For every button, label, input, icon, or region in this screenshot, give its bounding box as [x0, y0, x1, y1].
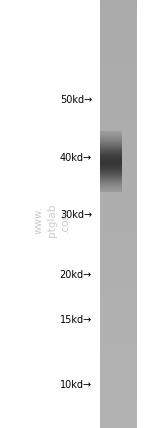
Text: 20kd→: 20kd→ — [60, 270, 92, 280]
Text: www.
ptglab
.com: www. ptglab .com — [34, 203, 70, 237]
Text: 30kd→: 30kd→ — [60, 210, 92, 220]
Text: 15kd→: 15kd→ — [60, 315, 92, 325]
Text: 40kd→: 40kd→ — [60, 153, 92, 163]
Text: 10kd→: 10kd→ — [60, 380, 92, 390]
Text: 50kd→: 50kd→ — [60, 95, 92, 105]
